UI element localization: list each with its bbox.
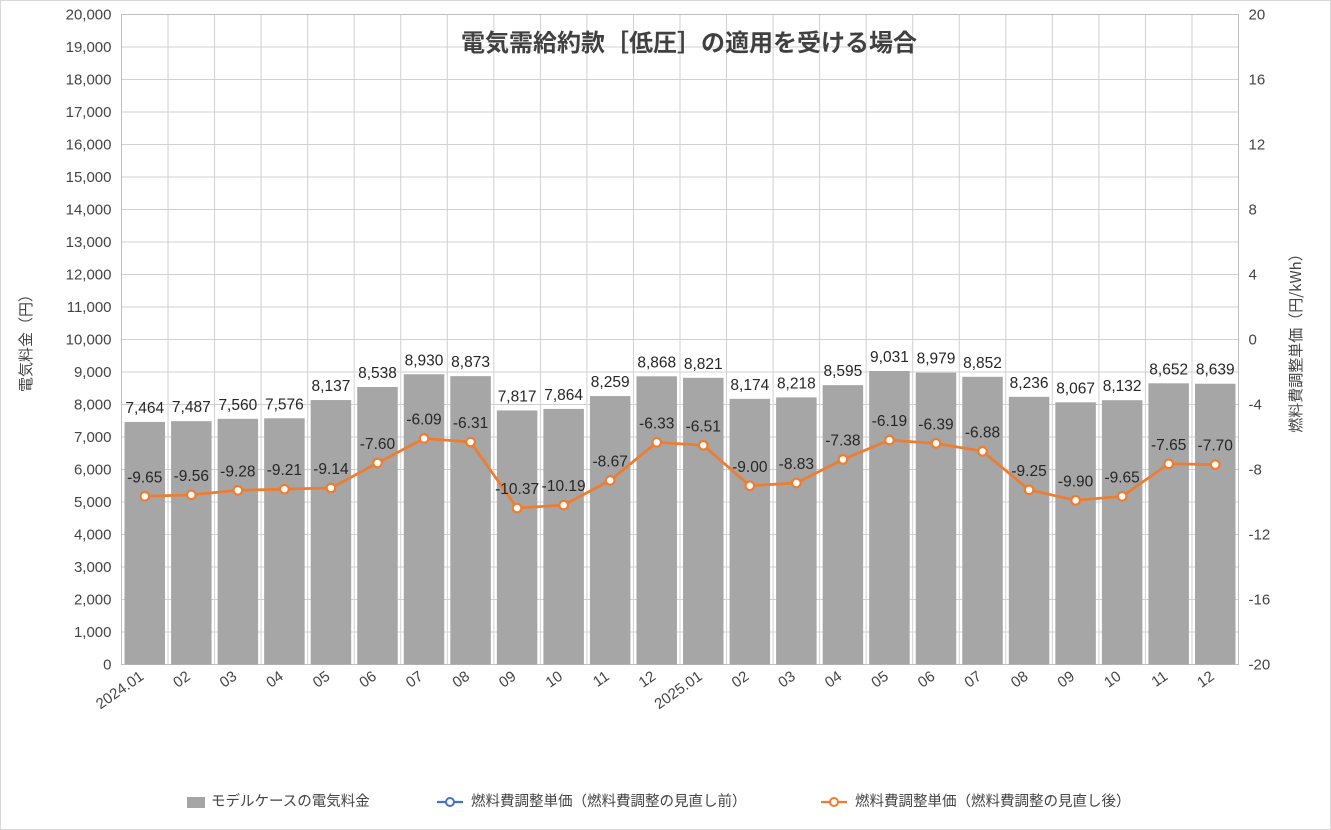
- svg-text:8,538: 8,538: [358, 365, 397, 382]
- svg-text:-8.67: -8.67: [593, 453, 628, 470]
- svg-text:4: 4: [1249, 267, 1257, 284]
- svg-text:12,000: 12,000: [66, 267, 112, 284]
- svg-text:8,218: 8,218: [777, 375, 816, 392]
- svg-text:モデルケースの電気料金: モデルケースの電気料金: [211, 790, 370, 811]
- svg-text:8,868: 8,868: [637, 354, 676, 371]
- svg-text:8,137: 8,137: [312, 378, 351, 395]
- svg-text:-8.83: -8.83: [779, 456, 814, 473]
- svg-text:4,000: 4,000: [74, 527, 112, 544]
- svg-text:-6.19: -6.19: [872, 413, 907, 430]
- svg-text:-20: -20: [1249, 657, 1271, 674]
- svg-text:-7.38: -7.38: [825, 432, 860, 449]
- svg-text:-10.37: -10.37: [495, 481, 539, 498]
- svg-text:-9.00: -9.00: [732, 459, 768, 476]
- svg-text:-9.21: -9.21: [267, 462, 302, 479]
- svg-text:0: 0: [103, 657, 111, 674]
- svg-text:8,979: 8,979: [917, 351, 956, 368]
- svg-text:8,259: 8,259: [591, 374, 630, 391]
- svg-text:20: 20: [1249, 7, 1266, 24]
- svg-text:-10.19: -10.19: [542, 478, 586, 495]
- svg-text:燃料費調整単価（燃料費調整の見直し後）: 燃料費調整単価（燃料費調整の見直し後）: [855, 790, 1131, 811]
- svg-text:8,852: 8,852: [963, 355, 1002, 372]
- svg-text:-6.33: -6.33: [639, 415, 674, 432]
- svg-text:11,000: 11,000: [67, 299, 112, 316]
- svg-text:16: 16: [1249, 72, 1266, 89]
- svg-text:-4: -4: [1249, 397, 1262, 414]
- svg-text:-6.39: -6.39: [918, 416, 953, 433]
- svg-text:8,652: 8,652: [1149, 361, 1188, 378]
- svg-text:燃料費調整単価（円/kWh）: 燃料費調整単価（円/kWh）: [1285, 246, 1306, 432]
- svg-text:15,000: 15,000: [66, 169, 112, 186]
- svg-text:9,031: 9,031: [870, 349, 909, 366]
- svg-text:-6.88: -6.88: [965, 424, 1000, 441]
- svg-text:8,873: 8,873: [451, 354, 490, 371]
- svg-text:3,000: 3,000: [74, 559, 112, 576]
- svg-text:8,132: 8,132: [1103, 378, 1142, 395]
- svg-text:5,000: 5,000: [74, 494, 112, 511]
- svg-text:14,000: 14,000: [66, 202, 112, 219]
- svg-text:18,000: 18,000: [66, 72, 112, 89]
- svg-text:-6.51: -6.51: [686, 418, 721, 435]
- svg-text:20,000: 20,000: [66, 7, 112, 24]
- svg-text:16,000: 16,000: [66, 137, 112, 154]
- svg-text:8,236: 8,236: [1010, 375, 1049, 392]
- svg-text:17,000: 17,000: [66, 104, 112, 121]
- svg-text:7,576: 7,576: [265, 396, 304, 413]
- svg-text:9,000: 9,000: [74, 364, 112, 381]
- svg-text:8,930: 8,930: [405, 352, 444, 369]
- svg-text:-9.28: -9.28: [220, 463, 255, 480]
- svg-text:7,487: 7,487: [172, 399, 211, 416]
- svg-text:8,821: 8,821: [684, 356, 723, 373]
- svg-text:-7.65: -7.65: [1151, 437, 1186, 454]
- svg-text:-6.31: -6.31: [453, 415, 488, 432]
- svg-text:7,864: 7,864: [544, 387, 583, 404]
- svg-text:8,174: 8,174: [730, 377, 769, 394]
- svg-text:-8: -8: [1249, 462, 1262, 479]
- svg-text:8,639: 8,639: [1196, 362, 1235, 379]
- svg-text:電気需給約款［低圧］の適用を受ける場合: 電気需給約款［低圧］の適用を受ける場合: [461, 23, 917, 58]
- svg-text:-9.90: -9.90: [1058, 473, 1094, 490]
- svg-text:7,000: 7,000: [74, 429, 112, 446]
- svg-text:7,464: 7,464: [125, 400, 164, 417]
- svg-text:-12: -12: [1249, 527, 1271, 544]
- svg-text:0: 0: [1249, 332, 1257, 349]
- svg-text:19,000: 19,000: [66, 39, 112, 56]
- svg-text:燃料費調整単価（燃料費調整の見直し前）: 燃料費調整単価（燃料費調整の見直し前）: [471, 790, 747, 811]
- svg-text:7,560: 7,560: [218, 397, 257, 414]
- svg-text:-6.09: -6.09: [406, 411, 441, 428]
- svg-text:6,000: 6,000: [74, 462, 112, 479]
- svg-text:8: 8: [1249, 202, 1257, 219]
- svg-text:-7.70: -7.70: [1198, 438, 1234, 455]
- svg-text:-9.56: -9.56: [174, 468, 209, 485]
- svg-text:1,000: 1,000: [74, 624, 112, 641]
- svg-text:-9.65: -9.65: [1104, 469, 1139, 486]
- svg-text:8,000: 8,000: [74, 397, 112, 414]
- svg-text:-9.14: -9.14: [313, 461, 349, 478]
- svg-text:10,000: 10,000: [66, 332, 112, 349]
- svg-text:13,000: 13,000: [66, 234, 112, 251]
- svg-text:-9.25: -9.25: [1011, 463, 1046, 480]
- svg-text:-16: -16: [1249, 592, 1271, 609]
- svg-text:8,067: 8,067: [1056, 380, 1095, 397]
- svg-text:-7.60: -7.60: [360, 436, 396, 453]
- svg-text:8,595: 8,595: [824, 363, 863, 380]
- svg-text:-9.65: -9.65: [127, 469, 162, 486]
- svg-text:7,817: 7,817: [498, 388, 537, 405]
- svg-text:電気料金（円）: 電気料金（円）: [15, 287, 36, 392]
- svg-text:2,000: 2,000: [74, 592, 112, 609]
- svg-text:12: 12: [1249, 137, 1266, 154]
